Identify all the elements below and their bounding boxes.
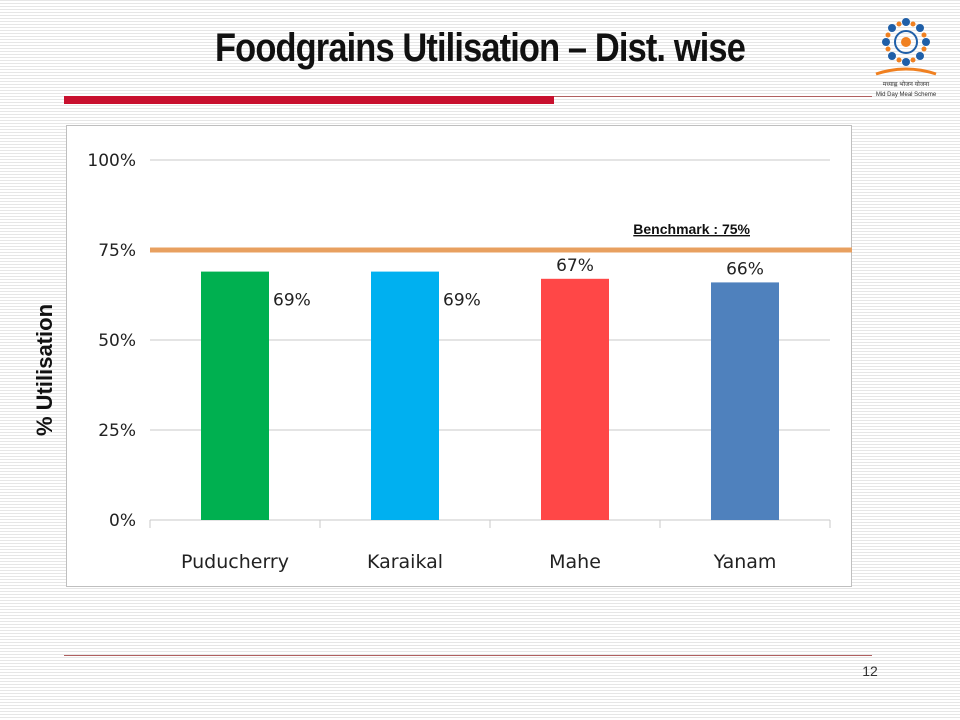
data-label: 67% (556, 256, 594, 276)
bar-karaikal (371, 271, 439, 520)
slide-title: Foodgrains Utilisation – Dist. wise (215, 26, 746, 70)
title-accent-rule (64, 96, 554, 104)
data-labels: 69% 69% 67% 66% (273, 256, 764, 311)
y-tick-label: 100% (87, 151, 136, 171)
bars (201, 271, 779, 520)
y-tick-label: 75% (98, 241, 136, 261)
category-label: Karaikal (367, 551, 443, 573)
mid-day-meal-logo-icon: मध्याह्न भोजन योजना Mid Day Meal Scheme (875, 18, 937, 98)
logo-text-english: Mid Day Meal Scheme (876, 92, 937, 98)
bar-yanam (711, 282, 779, 520)
logo-text-hindi: मध्याह्न भोजन योजना (883, 80, 930, 88)
title-thin-rule (554, 96, 872, 97)
y-tick-label: 25% (98, 421, 136, 441)
benchmark-label: Benchmark : 75% (633, 221, 750, 237)
category-label: Puducherry (181, 551, 289, 573)
benchmark: Benchmark : 75% (150, 221, 852, 253)
bar-puducherry (201, 271, 269, 520)
category-labels: Puducherry Karaikal Mahe Yanam (181, 551, 776, 573)
data-label: 69% (443, 291, 481, 311)
category-label: Yanam (713, 551, 777, 573)
y-tick-label: 0% (109, 511, 136, 531)
y-tick-labels: 0% 25% 50% 75% 100% (87, 151, 136, 531)
y-tick-label: 50% (98, 331, 136, 351)
category-label: Mahe (549, 551, 601, 573)
footer-rule (64, 655, 872, 656)
data-label: 69% (273, 291, 311, 311)
bar-mahe (541, 278, 609, 520)
page-number: 12 (862, 663, 878, 679)
data-label: 66% (726, 259, 764, 279)
